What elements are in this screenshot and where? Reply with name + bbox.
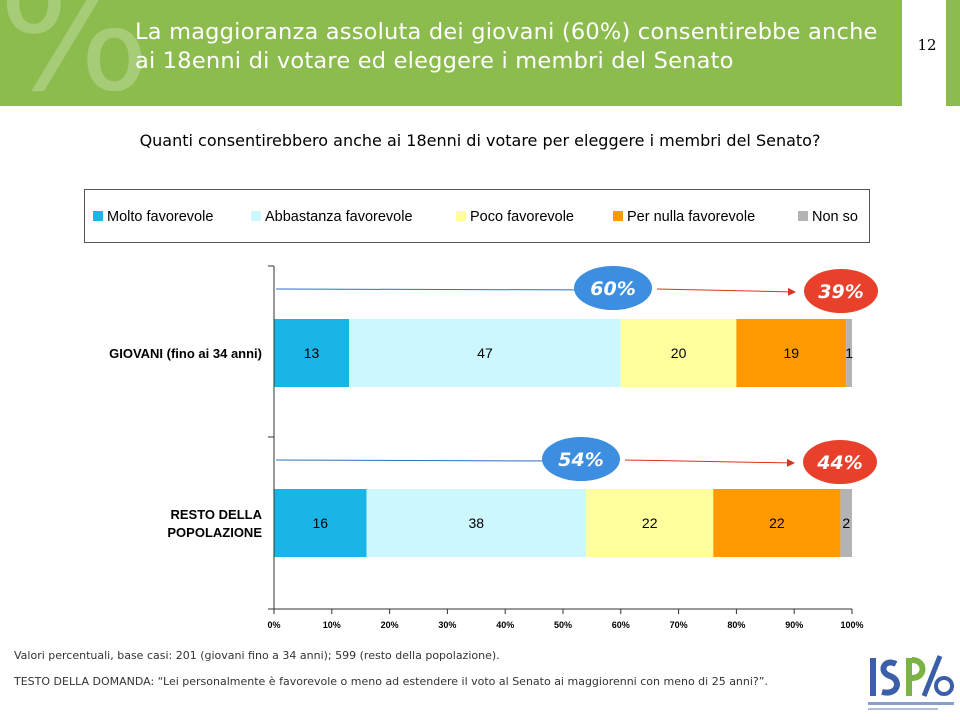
category-label: RESTO DELLA [171, 507, 263, 522]
favorable-total-label: 54% [558, 449, 603, 471]
favorable-total-label: 60% [590, 278, 635, 300]
bar-value-label: 13 [304, 345, 320, 361]
footnote-base: Valori percentuali, base casi: 201 (giov… [14, 649, 500, 662]
x-tick-label: 60% [612, 620, 630, 630]
bar-segment [274, 319, 350, 387]
legend-item-abbastanza-favorevole: Abbastanza favorevole [251, 209, 413, 225]
percent-watermark-icon: % [0, 0, 151, 106]
x-tick-label: 10% [323, 620, 341, 630]
favorable-bubble [542, 437, 620, 481]
x-tick-label: 30% [438, 620, 456, 630]
bar-segment [586, 489, 714, 557]
legend-label: Non so [812, 209, 858, 225]
bar-segment [349, 319, 621, 387]
unfavorable-total-label: 39% [818, 281, 863, 303]
unfavorable-total-label: 44% [816, 452, 862, 474]
header-divider [902, 0, 912, 106]
x-tick-label: 90% [785, 620, 803, 630]
page-number: 12 [917, 36, 937, 54]
bar-value-label: 20 [671, 345, 687, 361]
bar-value-label: 2 [842, 515, 850, 531]
legend-swatch [93, 211, 103, 221]
bar-value-label: 19 [784, 345, 800, 361]
footnote-question-text: TESTO DELLA DOMANDA: “Lei personalmente … [14, 675, 768, 688]
legend-label: Per nulla favorevole [627, 209, 756, 225]
bar-value-label: 38 [469, 515, 485, 531]
favorable-bubble [574, 266, 652, 310]
bar-segment [840, 489, 852, 557]
bar-segment [713, 489, 841, 557]
legend-item-poco-favorevole: Poco favorevole [456, 209, 574, 225]
x-tick-label: 20% [381, 620, 399, 630]
x-tick-label: 0% [267, 620, 280, 630]
favorable-arrow [275, 456, 560, 465]
bar-segment [274, 489, 367, 557]
unfavorable-bubble [803, 440, 877, 484]
legend-item-non-so: Non so [798, 209, 858, 225]
x-tick-label: 100% [840, 620, 863, 630]
bar-value-label: 47 [477, 345, 493, 361]
x-tick-label: 40% [496, 620, 514, 630]
unfavorable-arrow [656, 287, 796, 296]
chart-legend: Molto favorevole Abbastanza favorevole P… [84, 189, 870, 243]
x-tick-label: 50% [554, 620, 572, 630]
chart-question: Quanti consentirebbero anche ai 18enni d… [139, 131, 821, 150]
bar-segment [736, 319, 847, 387]
bar-segment [620, 319, 737, 387]
category-label: GIOVANI (fino ai 34 anni) [109, 346, 262, 361]
page-title: La maggioranza assoluta dei giovani (60%… [135, 19, 878, 74]
legend-item-molto-favorevole: Molto favorevole [93, 209, 213, 225]
bar-value-label: 1 [845, 345, 853, 361]
x-tick-label: 70% [670, 620, 688, 630]
header-edge [946, 0, 960, 106]
x-tick-label: 80% [727, 620, 745, 630]
unfavorable-bubble [804, 269, 878, 313]
bar-segment [846, 319, 852, 387]
category-label: POPOLAZIONE [167, 525, 262, 540]
legend-label: Molto favorevole [107, 209, 214, 225]
legend-item-per-nulla-favorevole: Per nulla favorevole [613, 209, 755, 225]
bar-value-label: 16 [312, 515, 328, 531]
legend-swatch [613, 211, 623, 221]
legend-swatch [251, 211, 261, 221]
favorable-arrow [275, 285, 616, 294]
bar-segment [366, 489, 587, 557]
legend-label: Abbastanza favorevole [265, 209, 413, 225]
legend-label: Poco favorevole [470, 209, 574, 225]
bar-value-label: 22 [642, 515, 658, 531]
ispo-logo [868, 655, 954, 710]
legend-swatch [456, 211, 466, 221]
unfavorable-arrow [624, 458, 795, 467]
legend-swatch [798, 211, 808, 221]
header-banner: % La maggioranza assoluta dei giovani (6… [0, 0, 902, 106]
bar-value-label: 22 [769, 515, 785, 531]
